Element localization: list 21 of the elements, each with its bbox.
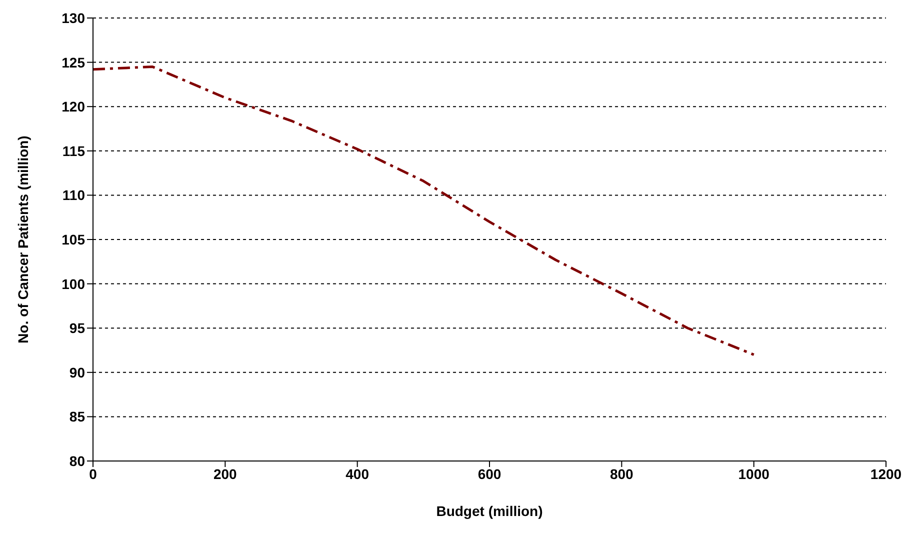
x-tick-label: 1200 (870, 466, 902, 482)
y-axis-title: No. of Cancer Patients (million) (14, 136, 31, 344)
x-tick-label: 200 (213, 466, 238, 482)
y-tick-label: 125 (62, 54, 86, 70)
x-tick-label: 600 (478, 466, 502, 482)
y-tick-label: 95 (69, 320, 86, 336)
y-tick-label: 130 (62, 10, 86, 26)
x-tick-label: 800 (610, 466, 634, 482)
x-tick-label: 0 (89, 466, 98, 482)
y-tick-label: 90 (69, 364, 86, 380)
y-tick-label: 85 (69, 408, 86, 425)
line-series (93, 65, 756, 356)
x-tick-label: 1000 (738, 466, 770, 482)
y-tick-label: 110 (62, 187, 86, 204)
x-axis-title: Budget (million) (436, 503, 543, 519)
x-tick-label: 400 (346, 466, 370, 482)
y-tick-label: 115 (62, 142, 86, 159)
y-tick-label: 100 (62, 276, 86, 292)
y-tick-label: 105 (62, 231, 86, 248)
y-tick-label: 120 (62, 98, 86, 115)
y-tick-label: 80 (69, 452, 86, 469)
